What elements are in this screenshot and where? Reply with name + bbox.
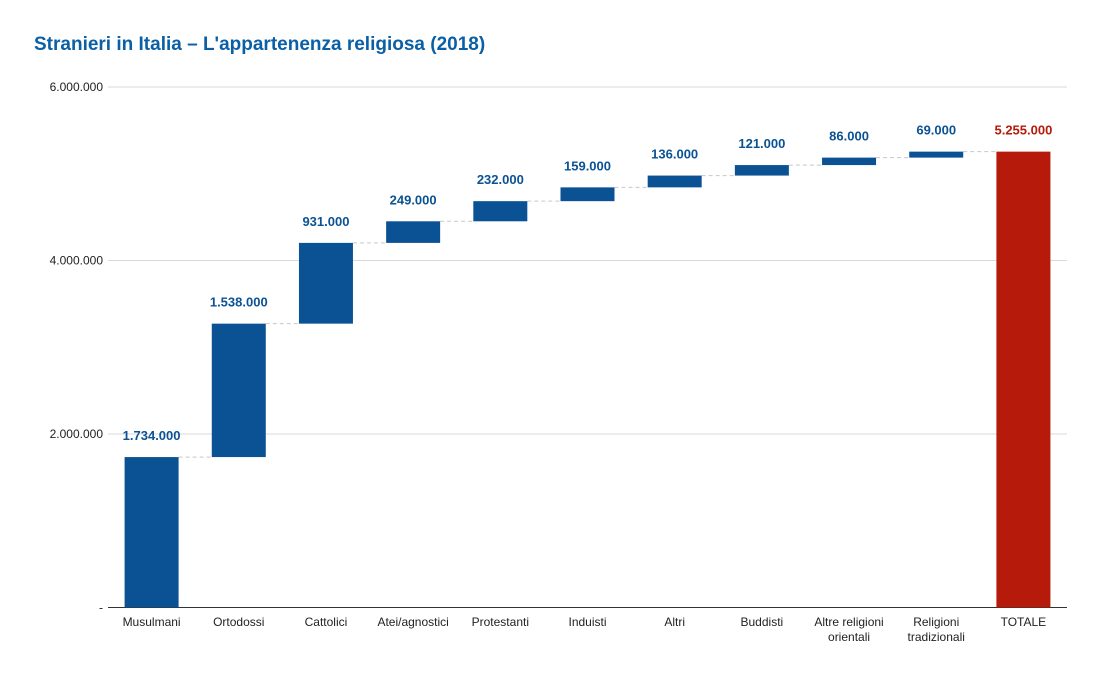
x-tick-label: Musulmani	[123, 615, 181, 629]
bar	[822, 157, 877, 166]
y-tick-label: 4.000.000	[50, 254, 104, 268]
x-tick-label: Protestanti	[472, 615, 529, 629]
x-tick-label: TOTALE	[1001, 615, 1047, 629]
x-tick-label: Buddisti	[741, 615, 784, 629]
data-label: 69.000	[916, 123, 956, 138]
x-tick-label: Religioni	[913, 615, 959, 629]
bar	[647, 175, 702, 188]
data-label: 159.000	[564, 158, 611, 173]
x-tick-label: Induisti	[568, 615, 606, 629]
y-tick-label: -	[99, 601, 103, 615]
data-label: 249.000	[390, 192, 437, 207]
bar	[386, 221, 441, 243]
data-label: 1.538.000	[210, 295, 268, 310]
data-label: 931.000	[302, 214, 349, 229]
bar	[560, 187, 615, 202]
bar-total	[996, 151, 1051, 608]
y-tick-label: 6.000.000	[50, 80, 104, 94]
x-tick-label: Altre religioni	[814, 615, 883, 629]
bar	[473, 201, 528, 222]
x-tick-label: tradizionali	[908, 630, 965, 644]
x-tick-label: Ortodossi	[213, 615, 264, 629]
x-tick-label: orientali	[828, 630, 870, 644]
x-tick-label: Cattolici	[305, 615, 348, 629]
y-tick-label: 2.000.000	[50, 427, 104, 441]
bar	[734, 165, 789, 176]
data-label: 136.000	[651, 147, 698, 162]
bar	[211, 323, 266, 458]
bar	[298, 242, 353, 324]
data-label: 121.000	[738, 136, 785, 151]
data-label: 86.000	[829, 129, 869, 144]
chart-title: Stranieri in Italia – L'appartenenza rel…	[34, 34, 486, 55]
data-label: 5.255.000	[994, 123, 1052, 138]
bar	[124, 457, 179, 608]
data-label: 1.734.000	[123, 428, 181, 443]
x-tick-label: Altri	[664, 615, 685, 629]
bar	[909, 151, 964, 158]
x-tick-label: Atei/agnostici	[377, 615, 448, 629]
data-label: 232.000	[477, 172, 524, 187]
